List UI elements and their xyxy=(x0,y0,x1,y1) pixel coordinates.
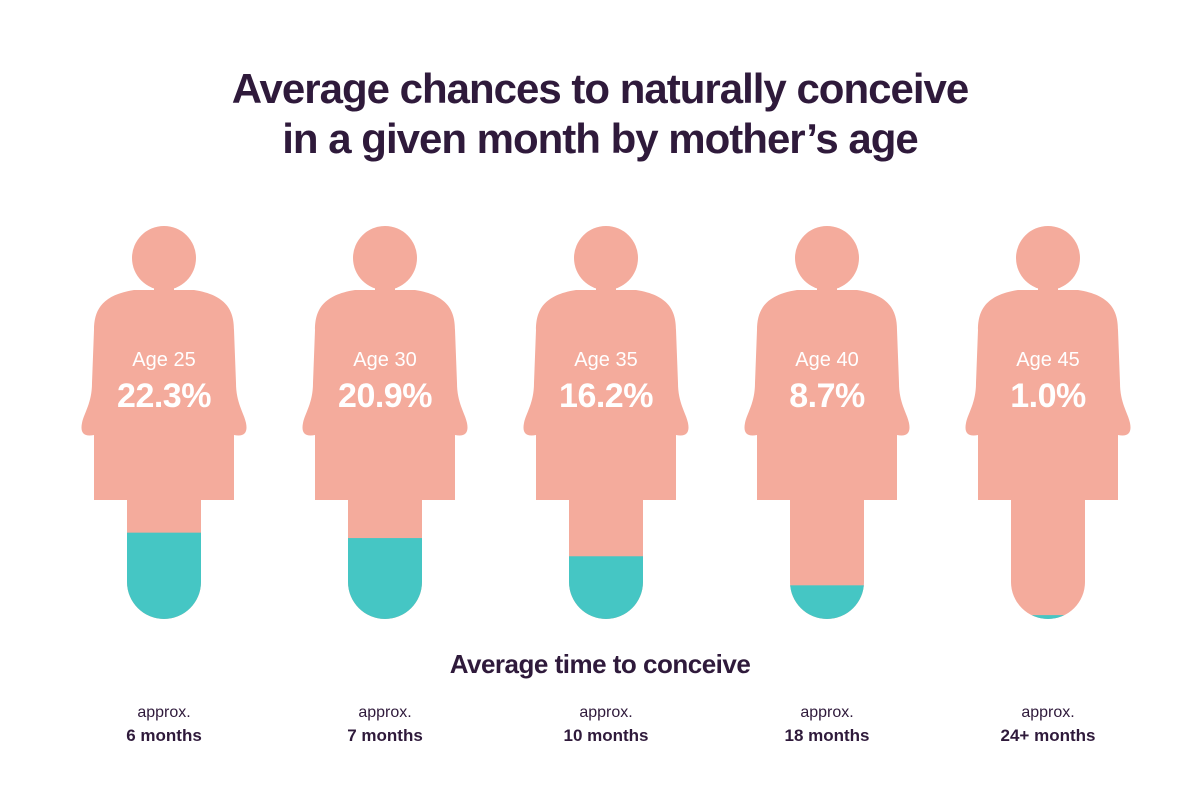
time-value: 10 months xyxy=(563,726,649,745)
figure-leg xyxy=(1011,498,1085,619)
figure-skirt xyxy=(315,440,455,500)
category-label: Age 45 xyxy=(1016,349,1080,371)
figure-head xyxy=(1016,226,1080,290)
value-bar xyxy=(569,556,643,619)
time-value: 6 months xyxy=(126,726,202,745)
time-value: 7 months xyxy=(347,726,423,745)
chart-title-line-2: in a given month by mother’s age xyxy=(282,115,918,162)
figure-head xyxy=(574,226,638,290)
figure-skirt xyxy=(978,440,1118,500)
figure-skirt xyxy=(757,440,897,500)
value-label: 8.7% xyxy=(789,377,865,415)
value-bar xyxy=(1011,615,1085,619)
figure-1 xyxy=(81,226,247,619)
time-value: 18 months xyxy=(784,726,870,745)
figure-head xyxy=(353,226,417,290)
time-prefix: approx. xyxy=(800,704,854,721)
time-to-conceive-item: approx. 24+ months xyxy=(938,703,1158,749)
time-prefix: approx. xyxy=(137,704,191,721)
value-label: 16.2% xyxy=(559,377,653,415)
figure-5 xyxy=(965,226,1131,619)
figure-skirt xyxy=(94,440,234,500)
chart-title: Average chances to naturally conceive in… xyxy=(0,64,1200,164)
time-to-conceive-item: approx. 6 months xyxy=(54,703,274,749)
time-to-conceive-item: approx. 7 months xyxy=(275,703,495,749)
time-to-conceive-item: approx. 18 months xyxy=(717,703,937,749)
time-value: 24+ months xyxy=(1000,726,1096,745)
figure-head xyxy=(795,226,859,290)
value-label: 1.0% xyxy=(1010,377,1086,415)
category-label: Age 25 xyxy=(132,349,196,371)
time-prefix: approx. xyxy=(1021,704,1075,721)
category-label: Age 30 xyxy=(353,349,417,371)
figure-4 xyxy=(744,226,910,619)
value-bar xyxy=(790,585,864,619)
time-to-conceive-heading: Average time to conceive xyxy=(449,649,751,679)
category-label: Age 35 xyxy=(574,349,638,371)
figure-3 xyxy=(523,226,689,619)
value-bar xyxy=(348,538,422,619)
category-label: Age 40 xyxy=(795,349,859,371)
value-label: 22.3% xyxy=(117,377,211,415)
figure-2 xyxy=(302,226,468,619)
time-prefix: approx. xyxy=(358,704,412,721)
value-bar xyxy=(127,532,201,619)
figure-head xyxy=(132,226,196,290)
value-label: 20.9% xyxy=(338,377,432,415)
chart-title-line-1: Average chances to naturally conceive xyxy=(231,65,969,112)
time-to-conceive-item: approx. 10 months xyxy=(496,703,716,749)
figure-skirt xyxy=(536,440,676,500)
time-prefix: approx. xyxy=(579,704,633,721)
